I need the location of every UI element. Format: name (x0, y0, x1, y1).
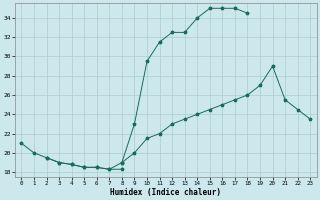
X-axis label: Humidex (Indice chaleur): Humidex (Indice chaleur) (110, 188, 221, 197)
